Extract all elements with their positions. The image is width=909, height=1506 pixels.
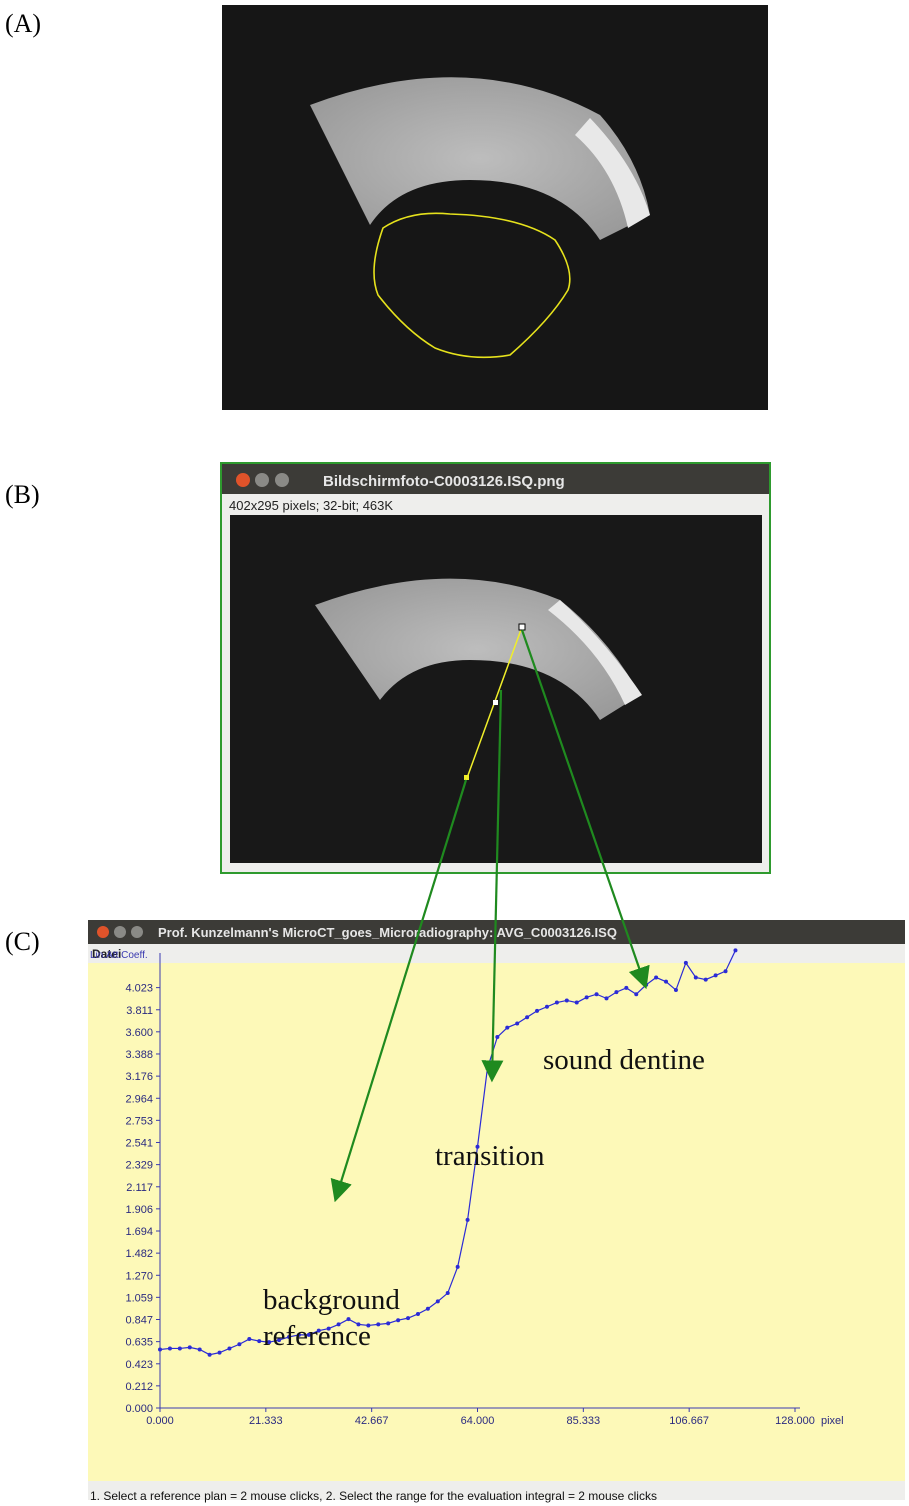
x-axis-label: pixel xyxy=(821,1415,844,1427)
y-tick-label: 2.117 xyxy=(126,1182,153,1194)
data-point xyxy=(595,992,599,996)
y-tick-label: 0.635 xyxy=(125,1337,153,1349)
data-point xyxy=(545,1005,549,1009)
annotation: transition xyxy=(435,1138,545,1174)
x-tick-label: 64.000 xyxy=(461,1415,495,1427)
y-tick-label: 0.847 xyxy=(125,1314,153,1326)
ct-image-a xyxy=(222,5,768,410)
data-point xyxy=(624,986,628,990)
data-point xyxy=(575,1001,579,1005)
window-title: Prof. Kunzelmann's MicroCT_goes_Microrad… xyxy=(158,925,617,940)
data-point xyxy=(714,973,718,977)
data-point xyxy=(704,978,708,982)
data-point xyxy=(257,1339,261,1343)
status-bar: 1. Select a reference plan = 2 mouse cli… xyxy=(90,1489,657,1503)
page: { "panel_labels": ["(A)", "(B)", "(C)"],… xyxy=(0,0,909,1506)
window-b: Bildschirmfoto-C0003126.ISQ.png 402x295 … xyxy=(221,463,770,873)
data-point xyxy=(694,975,698,979)
data-point xyxy=(724,969,728,973)
data-point xyxy=(168,1346,172,1350)
y-tick-label: 0.423 xyxy=(125,1359,153,1371)
data-point xyxy=(456,1265,460,1269)
data-point xyxy=(227,1346,231,1350)
y-tick-label: 2.329 xyxy=(125,1160,153,1172)
annotation: sound dentine xyxy=(543,1042,705,1078)
y-tick-label: 3.388 xyxy=(125,1049,153,1061)
panel-label: (A) xyxy=(5,9,41,38)
y-tick-label: 1.906 xyxy=(125,1204,153,1216)
window-title: Bildschirmfoto-C0003126.ISQ.png xyxy=(323,473,565,490)
x-tick-label: 21.333 xyxy=(249,1415,283,1427)
data-point xyxy=(436,1299,440,1303)
data-point xyxy=(208,1353,212,1357)
data-point xyxy=(614,990,618,994)
data-point xyxy=(178,1346,182,1350)
y-tick-label: 0.212 xyxy=(125,1381,153,1393)
y-tick-label: 2.541 xyxy=(125,1137,153,1149)
annotation: background reference xyxy=(263,1282,413,1354)
data-point xyxy=(485,1066,489,1070)
data-point xyxy=(555,1001,559,1005)
y-axis-label: Lin.Att.Coeff. xyxy=(90,950,148,961)
data-point xyxy=(684,961,688,965)
data-point xyxy=(535,1009,539,1013)
x-tick-label: 42.667 xyxy=(355,1415,389,1427)
y-tick-label: 4.023 xyxy=(125,983,153,995)
x-tick-label: 85.333 xyxy=(567,1415,601,1427)
y-tick-label: 1.694 xyxy=(125,1226,153,1238)
data-point xyxy=(654,975,658,979)
x-tick-label: 106.667 xyxy=(669,1415,709,1427)
x-tick-label: 0.000 xyxy=(146,1415,174,1427)
y-tick-label: 1.270 xyxy=(125,1270,153,1282)
x-tick-label: 128.000 xyxy=(775,1415,815,1427)
y-tick-label: 3.811 xyxy=(126,1005,153,1017)
y-tick-label: 1.482 xyxy=(125,1248,153,1260)
data-point xyxy=(585,995,589,999)
data-point xyxy=(604,996,608,1000)
data-point xyxy=(515,1021,519,1025)
y-tick-label: 1.059 xyxy=(125,1292,153,1304)
data-point xyxy=(466,1218,470,1222)
data-point xyxy=(505,1026,509,1030)
figure: (A) (B) (C) Bildschirmfoto-C0003126.ISQ.… xyxy=(0,0,909,1506)
data-point xyxy=(733,948,737,952)
y-tick-label: 0.000 xyxy=(125,1403,153,1415)
y-tick-label: 3.600 xyxy=(125,1027,153,1039)
data-point xyxy=(674,988,678,992)
image-info: 402x295 pixels; 32-bit; 463K xyxy=(229,498,393,513)
data-point xyxy=(426,1307,430,1311)
data-point xyxy=(218,1351,222,1355)
data-point xyxy=(525,1015,529,1019)
data-point xyxy=(416,1312,420,1316)
data-point xyxy=(237,1342,241,1346)
panel-label: (B) xyxy=(5,480,40,509)
data-point xyxy=(198,1347,202,1351)
panel-label: (C) xyxy=(5,927,40,956)
data-point xyxy=(188,1345,192,1349)
data-point xyxy=(634,992,638,996)
data-point xyxy=(247,1337,251,1341)
data-point xyxy=(565,998,569,1002)
data-point xyxy=(446,1291,450,1295)
data-point xyxy=(664,980,668,984)
y-tick-label: 3.176 xyxy=(125,1071,153,1083)
y-tick-label: 2.753 xyxy=(125,1115,153,1127)
data-point xyxy=(495,1035,499,1039)
y-tick-label: 2.964 xyxy=(125,1093,153,1105)
data-point xyxy=(158,1347,162,1351)
